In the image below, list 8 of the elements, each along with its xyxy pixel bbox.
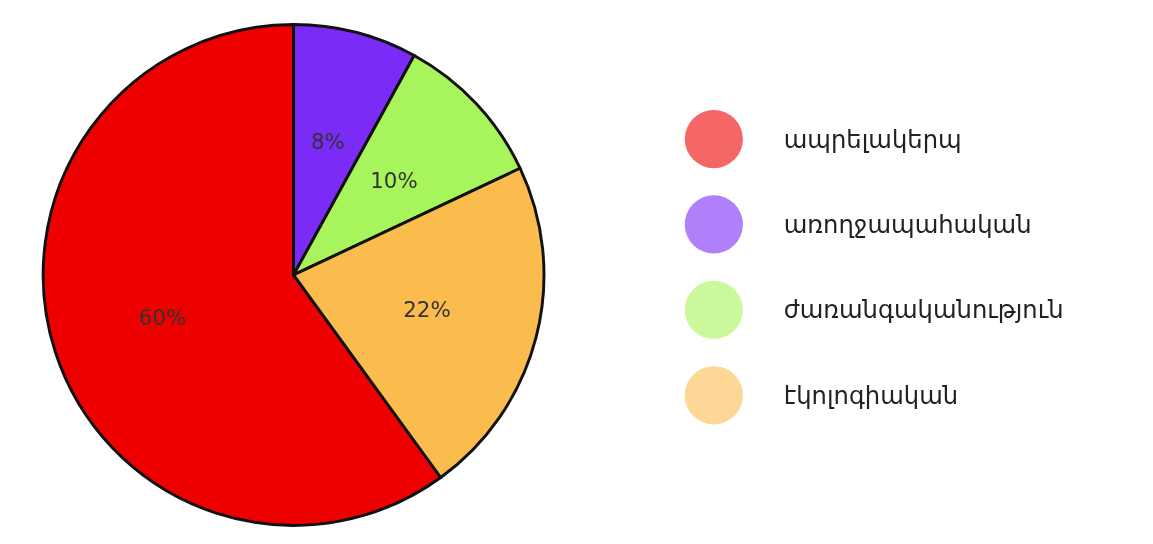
data-label: 8% — [310, 128, 345, 154]
legend-label: ապրելակերպ — [783, 124, 962, 154]
legend-label: էկոլոգիական — [783, 380, 959, 410]
legend-label: ժառանգականություն — [783, 295, 1064, 325]
data-label: 22% — [403, 296, 451, 322]
data-label: 10% — [370, 168, 418, 194]
data-label: 60% — [138, 304, 187, 330]
legend-label: առողջապահական — [783, 209, 1032, 239]
